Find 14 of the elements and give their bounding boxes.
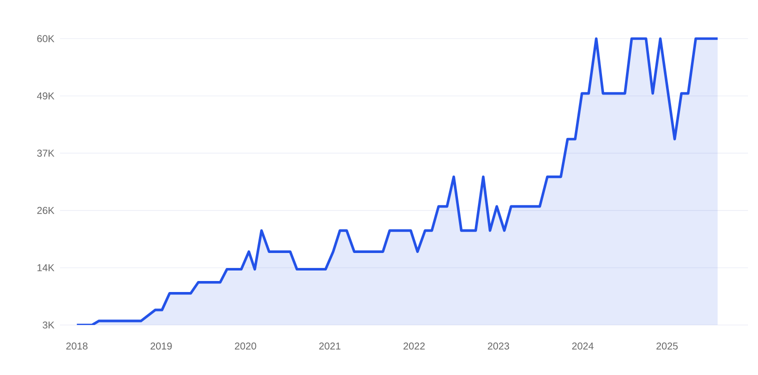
x-tick-label: 2021 [319, 342, 340, 350]
y-tick-label: 49K [36, 92, 54, 100]
x-tick-label: 2024 [572, 342, 594, 350]
y-tick-label: 14K [38, 264, 54, 272]
x-tick-label: 2018 [66, 342, 88, 350]
y-tick-label: 26K [37, 206, 54, 214]
y-tick-label: 60K [37, 35, 54, 42]
x-tick-label: 2025 [656, 342, 678, 350]
x-tick-label: 2019 [150, 342, 172, 350]
y-tick-label: 37K [37, 150, 54, 157]
x-tick-label: 2020 [234, 342, 256, 350]
x-tick-label: 2022 [404, 342, 425, 350]
y-tick-label: 3K [42, 321, 54, 329]
x-tick-label: 2023 [488, 342, 510, 350]
